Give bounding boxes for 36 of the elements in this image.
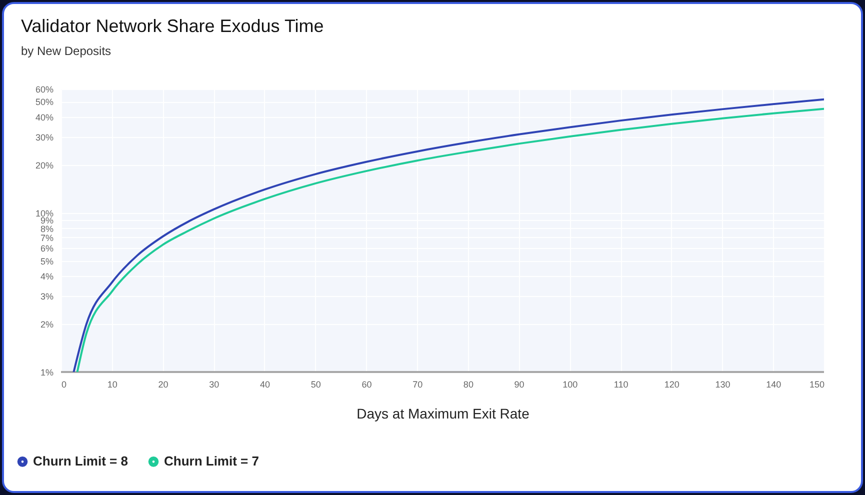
chart-title: Validator Network Share Exodus Time: [21, 16, 324, 36]
y-tick-label: 2%: [40, 320, 54, 330]
y-tick-label: 10%: [35, 208, 54, 218]
x-tick-label: 30: [209, 380, 220, 390]
x-tick-label: 140: [766, 380, 782, 390]
y-tick-label: 5%: [40, 256, 54, 266]
y-tick-label: 1%: [40, 368, 54, 378]
x-tick-label: 0: [62, 380, 67, 390]
x-tick-label: 90: [514, 380, 524, 390]
x-tick-label: 110: [614, 380, 628, 390]
x-tick-label: 20: [158, 380, 168, 390]
x-tick-label: 130: [715, 380, 730, 390]
y-tick-label: 30%: [35, 132, 54, 142]
legend-label: Churn Limit = 7: [164, 454, 259, 469]
chart-subtitle: by New Deposits: [21, 44, 112, 58]
x-tick-label: 150: [809, 380, 824, 390]
x-tick-label: 80: [463, 380, 474, 390]
x-tick-label: 50: [310, 380, 321, 390]
legend-label: Churn Limit = 8: [33, 454, 128, 469]
x-tick-label: 10: [107, 380, 118, 390]
y-tick-label: 4%: [40, 272, 54, 282]
y-tick-label: 40%: [35, 112, 54, 123]
y-tick-label: 8%: [40, 224, 54, 234]
x-tick-label: 40: [260, 380, 270, 390]
y-tick-label: 9%: [40, 216, 54, 226]
y-tick-label: 7%: [40, 233, 54, 243]
y-tick-label: 20%: [35, 160, 54, 170]
x-tick-label: 100: [562, 380, 578, 390]
y-tick-label: 60%: [35, 84, 54, 94]
y-tick-label: 50%: [35, 97, 54, 108]
y-tick-label: 3%: [40, 292, 54, 302]
x-tick-label: 60: [362, 380, 372, 390]
x-tick-label: 70: [412, 380, 423, 390]
x-tick-label: 120: [664, 380, 680, 390]
y-tick-label: 6%: [40, 244, 54, 254]
x-axis-title: Days at Maximum Exit Rate: [356, 406, 530, 422]
